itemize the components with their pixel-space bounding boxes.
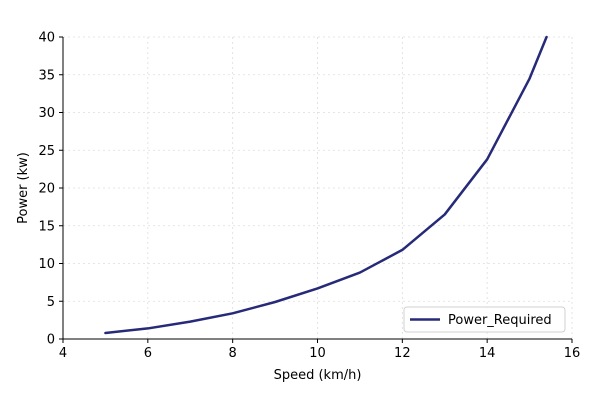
- y-tick-label: 40: [38, 31, 55, 46]
- y-ticks: 0 5 10 15 20 25 30 35 40: [38, 31, 63, 348]
- y-tick-label: 10: [38, 257, 55, 272]
- y-tick-label: 5: [47, 295, 55, 310]
- grid: [63, 36, 573, 339]
- y-tick-label: 20: [38, 182, 55, 197]
- x-tick-label: 8: [229, 346, 237, 361]
- legend-label-power-required: Power_Required: [448, 313, 552, 328]
- series-layer: [104, 35, 548, 335]
- series-line-power-required: [104, 35, 548, 335]
- y-tick-label: 25: [38, 144, 55, 159]
- x-tick-label: 6: [144, 346, 152, 361]
- y-tick-label: 35: [38, 68, 55, 83]
- x-tick-label: 10: [309, 346, 326, 361]
- y-axis-label: Power (kw): [16, 152, 31, 224]
- x-tick-label: 4: [59, 346, 67, 361]
- x-tick-label: 14: [479, 346, 496, 361]
- y-tick-label: 30: [38, 106, 55, 121]
- y-tick-label: 15: [38, 219, 55, 234]
- x-axis-label: Speed (km/h): [274, 368, 362, 383]
- x-ticks: 4 6 8 10 12 14 16: [59, 339, 580, 361]
- x-tick-label: 16: [564, 346, 581, 361]
- x-tick-label: 12: [394, 346, 411, 361]
- legend-box: [403, 306, 566, 333]
- y-tick-label: 0: [47, 333, 55, 348]
- legend: Power_Required: [403, 306, 566, 333]
